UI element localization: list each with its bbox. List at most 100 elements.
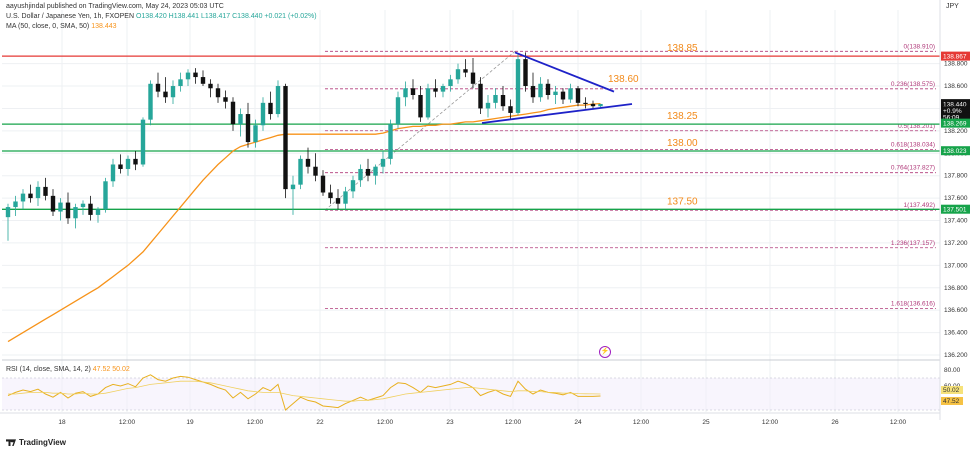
candle-body xyxy=(50,195,56,212)
fib-anchor-line xyxy=(324,50,516,211)
candle-body xyxy=(470,72,476,84)
candle-body xyxy=(148,83,153,120)
tradingview-logo: TradingView xyxy=(6,438,66,447)
price-tag-bg xyxy=(941,112,970,122)
candle-body xyxy=(568,88,573,100)
candle-body xyxy=(223,97,228,102)
time-tick-label: 12:00 xyxy=(119,419,136,426)
price-tags: 138.867138.443138.440+0.9%56:09138.26913… xyxy=(941,51,970,405)
candle-body xyxy=(320,175,326,193)
fib-label: 0.764(137.827) xyxy=(891,165,935,172)
time-tick-label: 18 xyxy=(58,419,66,426)
candle-body xyxy=(290,184,296,190)
candle-body xyxy=(508,106,513,113)
price-tick-label: 137.800 xyxy=(944,173,968,180)
fib-label: 1.236(137.157) xyxy=(891,240,935,247)
rsi-label: RSI (14, close, SMA, 14, 2) xyxy=(6,366,91,373)
candle-body xyxy=(463,69,468,73)
candle-body xyxy=(350,180,356,192)
candle-body xyxy=(35,186,41,199)
price-tick-label: 138.800 xyxy=(944,61,968,68)
price-tag-text: 56:09 xyxy=(943,115,960,122)
candle-body xyxy=(80,203,86,208)
candle-body xyxy=(260,102,266,126)
candle-body xyxy=(125,158,131,169)
candle-body xyxy=(245,114,251,143)
candle-body xyxy=(410,88,416,95)
fib-label: 1.618(136.616) xyxy=(891,300,935,307)
price-tick-label: 136.800 xyxy=(944,285,968,292)
rsi-value: 47.52 xyxy=(92,366,111,373)
price-tag-bg xyxy=(941,106,970,116)
flash-icon[interactable]: ⚡ xyxy=(599,346,611,358)
candle-body xyxy=(103,181,108,210)
candle-body xyxy=(20,193,26,202)
fib-label: 1(137.492) xyxy=(904,202,935,209)
candle-body xyxy=(358,168,363,181)
candle-body xyxy=(193,72,198,78)
rsi-tag-bg xyxy=(941,396,963,405)
candle-body xyxy=(380,158,386,167)
candle-body xyxy=(305,158,311,167)
tv-brand: TradingView xyxy=(19,438,66,447)
price-tag-bg xyxy=(941,118,970,128)
candle-body xyxy=(65,202,71,219)
candle-body xyxy=(448,79,453,87)
candle-body xyxy=(598,103,603,107)
price-tag-text: 138.269 xyxy=(943,120,967,127)
candle-body xyxy=(493,95,498,103)
upper-trendline xyxy=(514,51,615,93)
rsi-ma-value: 50.02 xyxy=(112,366,130,373)
ma50-line xyxy=(7,102,601,343)
fib-label: 0(138.910) xyxy=(904,43,935,50)
candle-body xyxy=(455,69,461,80)
time-tick-label: 12:00 xyxy=(505,419,522,426)
candle-body xyxy=(253,125,258,143)
price-tag-bg xyxy=(941,99,970,109)
candle-body xyxy=(140,119,146,165)
candle-body xyxy=(560,91,566,100)
candle-body xyxy=(365,168,371,176)
time-tick-label: 19 xyxy=(186,419,194,426)
candle-body xyxy=(403,88,408,98)
publisher-line: aayushjindal published on TradingView.co… xyxy=(6,3,224,10)
time-tick-label: 12:00 xyxy=(890,419,907,426)
candle-body xyxy=(328,192,333,199)
candle-body xyxy=(238,114,243,125)
candle-body xyxy=(485,102,491,109)
ma-label: MA (50, close, 0, SMA, 50) xyxy=(6,23,90,30)
candle-body xyxy=(163,91,168,98)
price-tick-label: 137.000 xyxy=(944,262,968,269)
candle-body xyxy=(500,95,506,107)
time-tick-label: 22 xyxy=(316,419,324,426)
candle-body xyxy=(118,164,123,169)
candle-body xyxy=(553,91,558,95)
candle-body xyxy=(58,202,63,212)
symbol-title: U.S. Dollar / Japanese Yen, 1h, FXOPEN xyxy=(6,13,135,20)
time-tick-label: 12:00 xyxy=(247,419,264,426)
symbol-line: U.S. Dollar / Japanese Yen, 1h, FXOPEN O… xyxy=(6,13,317,20)
candle-body xyxy=(215,88,221,98)
candle-body xyxy=(440,86,446,92)
rsi-legend: RSI (14, close, SMA, 14, 2) 47.52 50.02 xyxy=(6,366,130,373)
support-resistance-lines: 138.85 138.60 138.25 138.00 137.50 xyxy=(2,43,940,210)
rsi-pane xyxy=(2,374,940,411)
candle-body xyxy=(268,102,273,115)
candle-body xyxy=(110,164,116,182)
candle-body xyxy=(418,95,423,118)
level-label: 138.25 xyxy=(667,111,698,122)
candle-body xyxy=(425,88,431,118)
triangle-trendlines xyxy=(481,51,633,124)
time-tick-label: 12:00 xyxy=(762,419,779,426)
candle-body xyxy=(590,103,596,107)
candle-body xyxy=(313,166,318,176)
price-tag-bg xyxy=(941,146,970,156)
price-tag-text: 138.867 xyxy=(943,53,967,60)
time-tick-label: 26 xyxy=(831,419,839,426)
level-label: 138.85 xyxy=(667,43,698,54)
candle-body xyxy=(545,83,551,95)
currency-label: JPY xyxy=(946,3,959,10)
time-tick-label: 23 xyxy=(446,419,454,426)
time-tick-label: 12:00 xyxy=(377,419,394,426)
